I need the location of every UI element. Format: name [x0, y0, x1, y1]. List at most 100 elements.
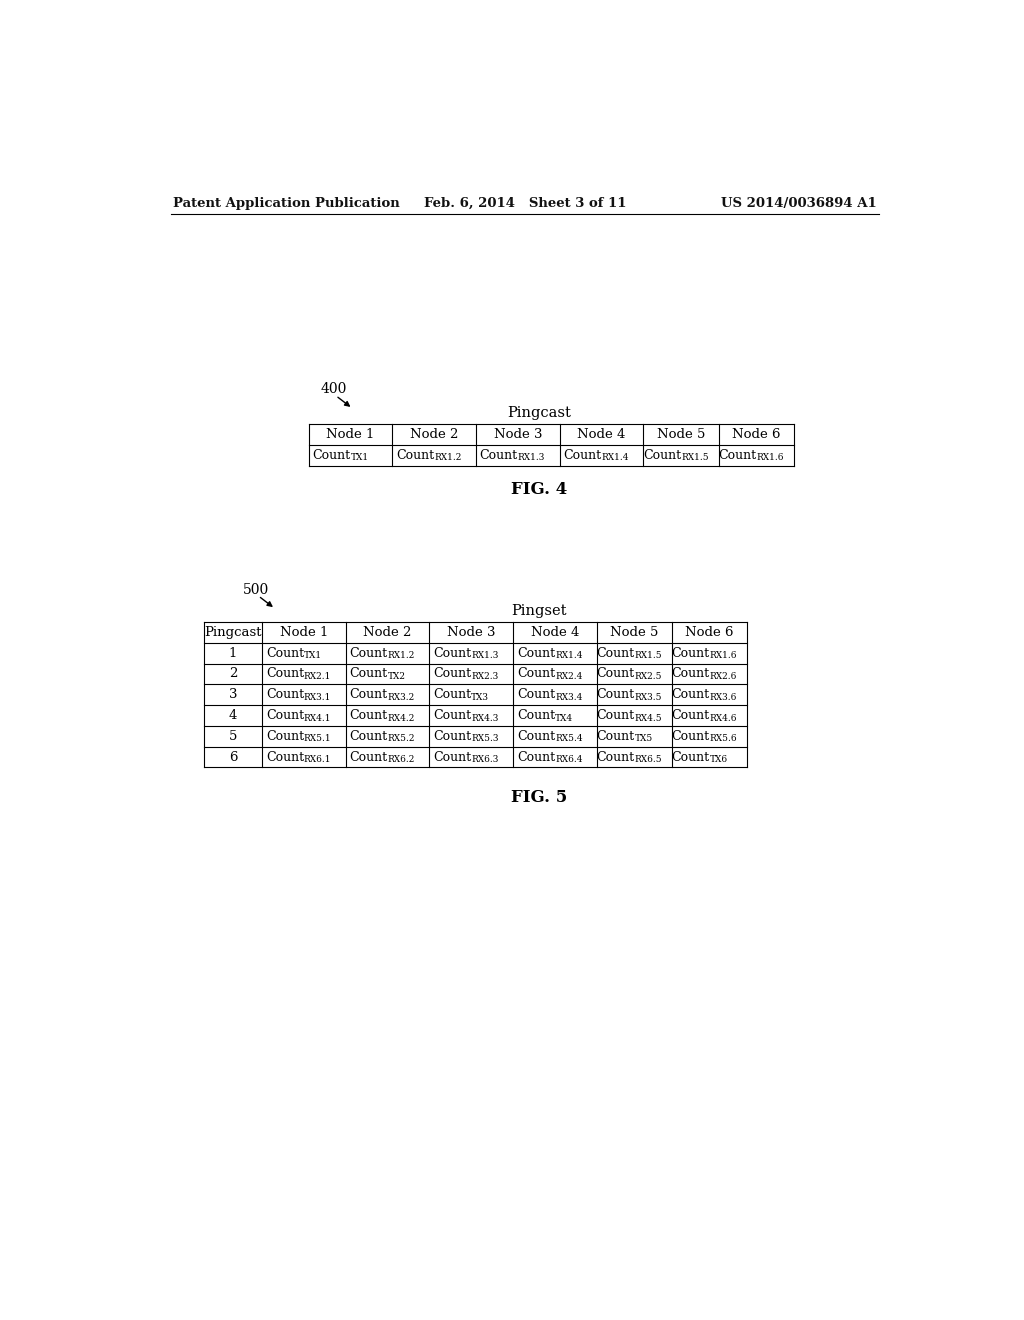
- Text: Node 6: Node 6: [732, 428, 780, 441]
- Text: TX4: TX4: [555, 714, 573, 722]
- Text: RX3.4: RX3.4: [555, 693, 583, 702]
- Text: Count: Count: [596, 730, 635, 743]
- Text: RX3.5: RX3.5: [635, 693, 662, 702]
- Text: RX5.2: RX5.2: [388, 734, 415, 743]
- Text: Count: Count: [349, 668, 388, 680]
- Text: 5: 5: [228, 730, 238, 743]
- Text: Node 4: Node 4: [530, 626, 580, 639]
- Text: TX5: TX5: [635, 734, 652, 743]
- Text: Count: Count: [433, 730, 471, 743]
- Text: FIG. 4: FIG. 4: [511, 480, 567, 498]
- Text: TX1: TX1: [304, 651, 323, 660]
- Text: Count: Count: [266, 668, 304, 680]
- Text: Count: Count: [672, 751, 710, 763]
- Text: RX6.2: RX6.2: [388, 755, 415, 764]
- Text: RX1.2: RX1.2: [388, 651, 415, 660]
- Text: Count: Count: [596, 688, 635, 701]
- Text: Count: Count: [266, 730, 304, 743]
- Text: Pingset: Pingset: [511, 605, 566, 618]
- Text: RX4.2: RX4.2: [388, 714, 415, 722]
- Text: RX4.3: RX4.3: [471, 714, 499, 722]
- Text: Feb. 6, 2014   Sheet 3 of 11: Feb. 6, 2014 Sheet 3 of 11: [424, 197, 626, 210]
- Text: Count: Count: [433, 751, 471, 763]
- Text: Count: Count: [672, 647, 710, 660]
- Text: RX2.1: RX2.1: [304, 672, 332, 681]
- Text: 2: 2: [228, 668, 238, 680]
- Text: RX2.5: RX2.5: [635, 672, 662, 681]
- Text: Count: Count: [563, 449, 601, 462]
- Text: RX2.6: RX2.6: [710, 672, 737, 681]
- Text: RX1.4: RX1.4: [555, 651, 583, 660]
- Text: Pingcast: Pingcast: [204, 626, 262, 639]
- Text: Count: Count: [517, 668, 555, 680]
- Text: Node 2: Node 2: [410, 428, 459, 441]
- Text: Count: Count: [433, 668, 471, 680]
- Text: Count: Count: [517, 751, 555, 763]
- Text: RX6.3: RX6.3: [471, 755, 499, 764]
- Text: Node 3: Node 3: [447, 626, 496, 639]
- Text: Node 5: Node 5: [610, 626, 658, 639]
- Text: Count: Count: [349, 647, 388, 660]
- Text: RX5.4: RX5.4: [555, 734, 583, 743]
- Text: Node 2: Node 2: [364, 626, 412, 639]
- Text: RX4.5: RX4.5: [635, 714, 663, 722]
- Text: RX2.3: RX2.3: [471, 672, 499, 681]
- Text: Node 5: Node 5: [656, 428, 706, 441]
- Text: 4: 4: [228, 709, 238, 722]
- Text: 3: 3: [228, 688, 238, 701]
- Text: Node 1: Node 1: [327, 428, 375, 441]
- Text: TX3: TX3: [471, 693, 489, 702]
- Text: Node 3: Node 3: [494, 428, 542, 441]
- Text: Count: Count: [396, 449, 434, 462]
- Text: Count: Count: [349, 709, 388, 722]
- Text: RX6.5: RX6.5: [635, 755, 663, 764]
- Text: RX1.3: RX1.3: [518, 454, 545, 462]
- Text: RX1.3: RX1.3: [471, 651, 499, 660]
- Text: Count: Count: [718, 449, 756, 462]
- Text: Count: Count: [596, 709, 635, 722]
- Text: Count: Count: [433, 709, 471, 722]
- Text: RX1.5: RX1.5: [635, 651, 663, 660]
- Text: Count: Count: [266, 647, 304, 660]
- Text: TX1: TX1: [350, 454, 369, 462]
- Text: RX5.3: RX5.3: [471, 734, 499, 743]
- Text: RX6.1: RX6.1: [304, 755, 332, 764]
- Text: RX1.6: RX1.6: [756, 454, 783, 462]
- Text: FIG. 5: FIG. 5: [511, 789, 567, 807]
- Text: RX1.4: RX1.4: [601, 454, 629, 462]
- Text: TX6: TX6: [710, 755, 728, 764]
- Text: Count: Count: [349, 688, 388, 701]
- Text: Count: Count: [266, 688, 304, 701]
- Text: Count: Count: [596, 647, 635, 660]
- Text: Count: Count: [672, 709, 710, 722]
- Text: Count: Count: [517, 730, 555, 743]
- Text: Count: Count: [517, 709, 555, 722]
- Text: Count: Count: [596, 668, 635, 680]
- Text: RX3.6: RX3.6: [710, 693, 737, 702]
- Text: Count: Count: [596, 751, 635, 763]
- Text: Node 4: Node 4: [578, 428, 626, 441]
- Text: Count: Count: [266, 751, 304, 763]
- Text: RX4.6: RX4.6: [710, 714, 737, 722]
- Text: RX6.4: RX6.4: [555, 755, 583, 764]
- Text: RX1.6: RX1.6: [710, 651, 737, 660]
- Text: US 2014/0036894 A1: US 2014/0036894 A1: [721, 197, 877, 210]
- Text: RX3.1: RX3.1: [304, 693, 332, 702]
- Text: Count: Count: [643, 449, 681, 462]
- Text: RX4.1: RX4.1: [304, 714, 332, 722]
- Text: RX1.2: RX1.2: [434, 454, 462, 462]
- Text: 1: 1: [228, 647, 238, 660]
- Text: Count: Count: [672, 668, 710, 680]
- Text: RX2.4: RX2.4: [555, 672, 583, 681]
- Text: RX5.6: RX5.6: [710, 734, 737, 743]
- Text: TX2: TX2: [388, 672, 406, 681]
- Text: Count: Count: [479, 449, 518, 462]
- Text: 6: 6: [228, 751, 238, 763]
- Text: Pingcast: Pingcast: [507, 405, 570, 420]
- Text: RX1.5: RX1.5: [681, 454, 709, 462]
- Text: 500: 500: [243, 582, 269, 597]
- Text: Count: Count: [349, 730, 388, 743]
- Text: Count: Count: [349, 751, 388, 763]
- Text: Node 1: Node 1: [280, 626, 328, 639]
- Text: Count: Count: [672, 730, 710, 743]
